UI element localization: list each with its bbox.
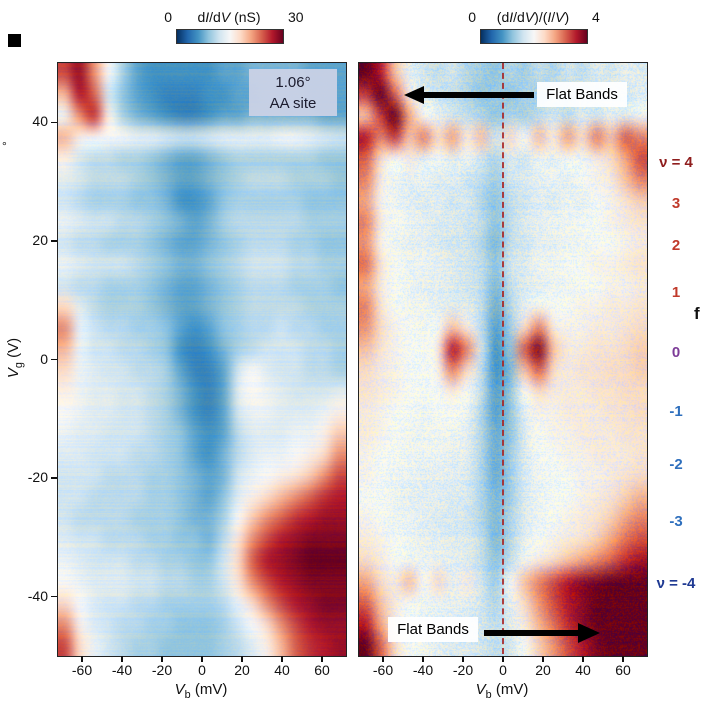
panel-marker-square	[8, 34, 21, 47]
colorbar-left-max: 30	[288, 9, 304, 25]
filling-factor-labels: ν = 4 3 2 1 0 -1 -2 -3 ν = -4	[650, 62, 714, 655]
stray-degree-glyph: °	[2, 139, 7, 153]
x-tick-mark	[161, 656, 163, 662]
x-tick-label: -60	[372, 662, 394, 678]
x-tick-mark	[121, 656, 123, 662]
nu-label: 1	[671, 284, 681, 302]
x-tick-label: 40	[274, 662, 290, 678]
heatmap-panel-didv: -60 -40 -20 0 20 40 60 40 20 0 -20 -40	[28, 62, 347, 678]
heatmap-canvas-didv	[58, 63, 346, 656]
x-tick-label: 20	[234, 662, 250, 678]
nu-label: -3	[669, 512, 683, 530]
x-tick-mark	[622, 656, 624, 662]
flat-bands-label-top: Flat Bands	[537, 82, 627, 107]
arrow-right-icon	[484, 623, 600, 643]
x-tick-mark	[542, 656, 544, 662]
x-tick-mark	[281, 656, 283, 662]
subfigure-label-f: f	[694, 304, 700, 323]
sample-info-box: 1.06° AA site	[249, 69, 337, 116]
x-tick-label: -40	[412, 662, 434, 678]
nu-label: -2	[669, 456, 683, 474]
y-tick-mark	[51, 358, 57, 361]
zero-bias-dashed-line	[502, 63, 504, 654]
x-tick-label: -20	[151, 662, 173, 678]
x-tick-mark	[81, 656, 83, 662]
x-tick-mark	[502, 656, 504, 662]
colorbar-left-min: 0	[164, 9, 172, 25]
nu-label: -1	[669, 402, 683, 420]
x-tick-label: -60	[71, 662, 93, 678]
nu-label: ν = 4	[659, 153, 693, 171]
x-tick-mark	[201, 656, 203, 662]
x-tick-label: -20	[452, 662, 474, 678]
y-tick-label: -20	[27, 469, 48, 486]
y-tick-mark	[51, 595, 57, 598]
y-tick-mark	[51, 121, 57, 124]
colorbar-left-title: dI/dV (nS)	[197, 9, 261, 25]
nu-label: 0	[671, 343, 681, 361]
arrow-left-icon	[404, 86, 534, 104]
x-tick-label: 60	[615, 662, 631, 678]
y-tick-label: -40	[27, 587, 48, 604]
x-tick-label: 0	[198, 662, 206, 678]
x-axis-label-right: Vb (mV)	[475, 681, 529, 701]
x-tick-mark	[321, 656, 323, 662]
x-axis-label-left: Vb (mV)	[174, 681, 228, 701]
x-tick-mark	[462, 656, 464, 662]
x-tick-label: 40	[575, 662, 591, 678]
y-tick-mark	[51, 477, 57, 479]
x-tick-label: 20	[535, 662, 551, 678]
colorbar-right-max: 4	[592, 9, 600, 25]
colorbar-right-gradient	[480, 29, 588, 44]
y-tick-mark	[51, 240, 57, 242]
y-tick-label: 0	[40, 350, 48, 367]
x-tick-mark	[422, 656, 424, 662]
y-tick-label: 20	[32, 231, 48, 248]
x-tick-mark	[241, 656, 243, 662]
colorbar-right-min: 0	[468, 9, 476, 25]
flat-bands-label-bottom: Flat Bands	[388, 617, 478, 642]
twist-angle-label: 1.06°	[275, 73, 311, 91]
x-tick-label: -40	[111, 662, 133, 678]
x-tick-label: 60	[314, 662, 330, 678]
y-tick-label: 40	[32, 113, 48, 130]
site-label: AA site	[269, 94, 317, 112]
x-tick-label: 0	[499, 662, 507, 678]
x-tick-mark	[382, 656, 384, 662]
colorbar-right-title: (dI/dV)/(I/V)	[496, 9, 570, 25]
x-tick-mark	[582, 656, 584, 662]
nu-label: ν = -4	[656, 574, 696, 592]
colorbar-left-gradient	[176, 29, 284, 44]
nu-label: 2	[671, 236, 681, 254]
nu-label: 3	[671, 195, 681, 213]
